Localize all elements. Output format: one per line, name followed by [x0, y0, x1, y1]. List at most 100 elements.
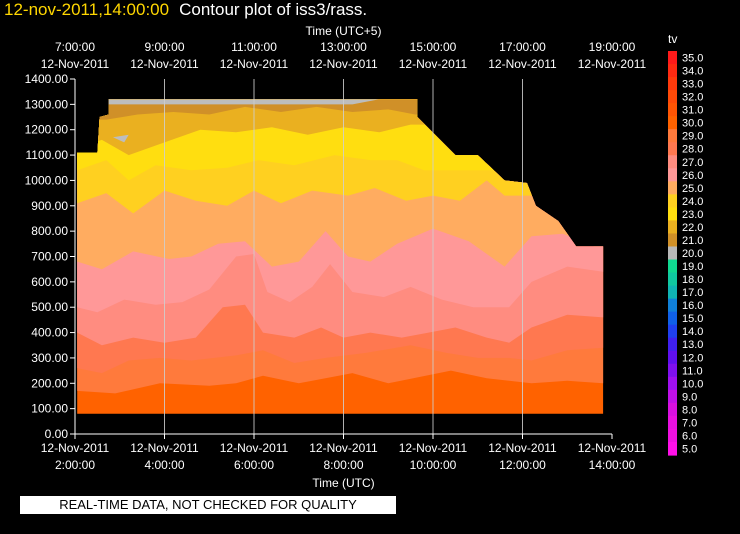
legend-swatch	[668, 350, 677, 365]
legend-label: 26.0	[682, 170, 703, 182]
x-tick-time: 6:00:00	[234, 458, 274, 472]
legend-swatch	[668, 324, 677, 339]
x-tick-time: 2:00:00	[55, 458, 95, 472]
legend-label: 10.0	[682, 378, 703, 390]
gray-patch-1	[113, 134, 129, 143]
legend-label: 30.0	[682, 118, 703, 130]
legend-label: 15.0	[682, 313, 703, 325]
legend-swatch	[668, 207, 677, 222]
legend-label: 22.0	[682, 222, 703, 234]
legend-title: tv	[668, 32, 677, 46]
legend-label: 32.0	[682, 92, 703, 104]
legend-swatch	[668, 246, 677, 261]
legend-swatch	[668, 181, 677, 195]
top-tick-time: 13:00:00	[320, 40, 367, 54]
legend-label: 34.0	[682, 66, 703, 78]
y-tick-label: 1000.00	[25, 173, 69, 187]
title-timestamp: 12-nov-2011,14:00:00	[4, 0, 170, 19]
legend-swatch	[668, 285, 677, 300]
y-tick-label: 800.00	[31, 224, 68, 238]
legend-swatch	[668, 77, 677, 91]
legend-swatch	[668, 428, 677, 443]
legend-swatch	[668, 272, 677, 287]
legend-swatch	[668, 337, 677, 352]
legend-swatch	[668, 311, 677, 326]
top-tick-time: 9:00:00	[144, 40, 184, 54]
y-tick-label: 1200.00	[25, 123, 69, 137]
top-tick-time: 15:00:00	[410, 40, 457, 54]
legend-swatch	[668, 103, 677, 117]
legend-label: 13.0	[682, 339, 703, 351]
legend-swatch	[668, 376, 677, 391]
x-tick-time: 14:00:00	[589, 458, 636, 472]
x-tick-date: 12-Nov-2011	[488, 441, 557, 455]
y-tick-label: 1100.00	[26, 148, 69, 162]
legend-swatch	[668, 441, 677, 456]
legend-swatch	[668, 233, 677, 248]
legend-swatch	[668, 415, 677, 430]
top-tick-date: 12-Nov-2011	[488, 57, 557, 71]
y-tick-label: 600.00	[31, 275, 68, 289]
legend-label: 12.0	[682, 352, 703, 364]
top-tick-time: 19:00:00	[589, 40, 636, 54]
legend-label: 35.0	[682, 53, 703, 65]
gray-patch-0	[108, 99, 380, 105]
legend-label: 27.0	[682, 157, 703, 169]
y-tick-label: 0.00	[45, 427, 69, 441]
legend-label: 8.0	[682, 404, 697, 416]
legend-swatch	[668, 402, 677, 417]
legend-label: 7.0	[682, 417, 697, 429]
legend-label: 5.0	[682, 443, 697, 455]
legend-label: 16.0	[682, 300, 703, 312]
top-axis-label: Time (UTC+5)	[306, 24, 382, 38]
legend-swatch	[668, 142, 677, 156]
legend-swatch	[668, 220, 677, 235]
legend-label: 20.0	[682, 248, 703, 260]
top-tick-date: 12-Nov-2011	[41, 57, 110, 71]
legend-label: 21.0	[682, 235, 703, 247]
legend-label: 23.0	[682, 209, 703, 221]
legend-swatch	[668, 116, 677, 130]
x-tick-date: 12-Nov-2011	[41, 441, 110, 455]
legend-swatch	[668, 155, 677, 169]
top-tick-date: 12-Nov-2011	[399, 57, 468, 71]
x-tick-date: 12-Nov-2011	[578, 441, 647, 455]
x-tick-date: 12-Nov-2011	[399, 441, 468, 455]
legend-swatch	[668, 129, 677, 143]
y-tick-label: 500.00	[31, 300, 68, 314]
top-tick-date: 12-Nov-2011	[220, 57, 289, 71]
x-axis-label: Time (UTC)	[312, 476, 374, 490]
legend-label: 9.0	[682, 391, 697, 403]
legend-label: 29.0	[682, 131, 703, 143]
x-tick-time: 4:00:00	[144, 458, 184, 472]
y-tick-label: 100.00	[31, 402, 68, 416]
top-tick-time: 7:00:00	[55, 40, 95, 54]
top-tick-time: 11:00:00	[231, 40, 277, 54]
legend-swatch	[668, 51, 677, 65]
x-tick-date: 12-Nov-2011	[130, 441, 199, 455]
legend-label: 18.0	[682, 274, 703, 286]
legend-swatch	[668, 389, 677, 404]
top-tick-date: 12-Nov-2011	[130, 57, 199, 71]
legend-label: 19.0	[682, 261, 703, 273]
x-tick-date: 12-Nov-2011	[309, 441, 378, 455]
title-text: Contour plot of iss3/rass.	[179, 0, 368, 19]
y-tick-label: 900.00	[31, 199, 68, 213]
legend-label: 17.0	[682, 287, 703, 299]
legend-swatch	[668, 168, 677, 182]
y-tick-label: 1300.00	[25, 97, 69, 111]
legend-label: 6.0	[682, 430, 697, 442]
y-tick-label: 1400.00	[25, 72, 69, 86]
legend-label: 31.0	[682, 105, 703, 117]
legend-swatch	[668, 363, 677, 378]
y-tick-label: 300.00	[31, 351, 68, 365]
top-tick-time: 17:00:00	[499, 40, 546, 54]
legend-label: 24.0	[682, 196, 703, 208]
y-tick-label: 400.00	[31, 326, 68, 340]
legend-label: 11.0	[682, 365, 703, 377]
legend-label: 33.0	[682, 79, 703, 91]
legend-label: 14.0	[682, 326, 703, 338]
x-tick-date: 12-Nov-2011	[220, 441, 289, 455]
y-tick-label: 700.00	[31, 250, 68, 264]
